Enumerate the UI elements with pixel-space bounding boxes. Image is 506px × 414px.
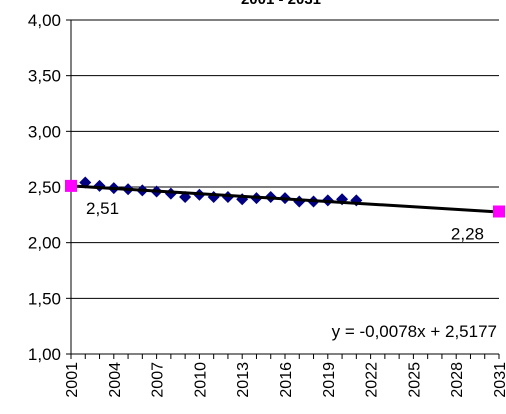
y-tick-label: 3,50: [28, 67, 61, 86]
x-tick-label: 2004: [107, 362, 124, 398]
y-tick-label: 2,00: [28, 234, 61, 253]
x-tick-label: 2028: [449, 362, 466, 398]
y-tick-label: 1,00: [28, 345, 61, 364]
trend-equation: y = -0,0078x + 2,5177: [332, 322, 497, 341]
y-tick-label: 2,50: [28, 178, 61, 197]
trend-line: [70, 184, 500, 214]
x-tick-label: 2013: [235, 362, 252, 398]
x-tick-label: 2025: [406, 362, 423, 398]
x-tick-label: 2022: [364, 362, 381, 398]
endpoint-marker: [493, 205, 505, 218]
x-axis-ticks: 2001 2004 2007 2010 2013 2016 2019 2022 2025 2028…: [64, 354, 506, 398]
y-tick-label: 3,00: [28, 122, 61, 141]
x-tick-label: 2001: [64, 362, 81, 398]
endpoint-markers: 2,51 2,28: [65, 179, 505, 243]
data-point: [207, 191, 220, 204]
x-tick-label: 2031: [492, 362, 506, 398]
endpoint-label: 2,28: [451, 224, 484, 243]
endpoint-marker: [65, 179, 77, 192]
grid-lines: [71, 19, 499, 355]
chart-title: 2001 - 2031: [241, 0, 321, 8]
x-tick-label: 2007: [150, 362, 167, 398]
x-tick-label: 2010: [192, 362, 209, 398]
x-tick-label: 2016: [278, 362, 295, 398]
y-tick-label: 4,00: [28, 11, 61, 30]
y-tick-label: 1,50: [28, 289, 61, 308]
y-axis-ticks: 1,00 1,50 2,00 2,50 3,00 3,50 4,00: [28, 11, 71, 364]
x-tick-label: 2019: [321, 362, 338, 398]
endpoint-label: 2,51: [86, 199, 119, 218]
